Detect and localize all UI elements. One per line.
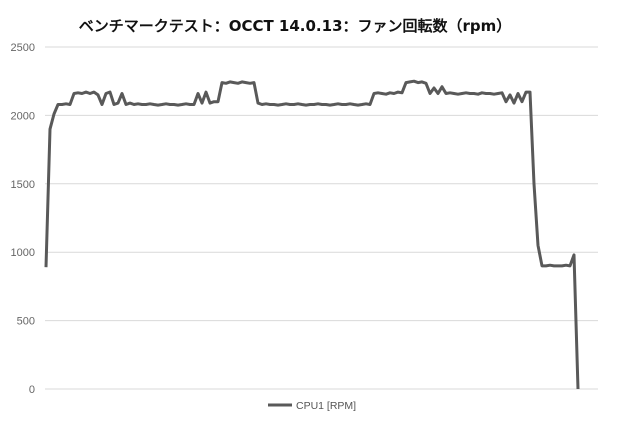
y-tick-label: 2000 (11, 110, 35, 122)
y-tick-label: 1000 (11, 247, 35, 259)
legend: CPU1 [RPM] (268, 400, 356, 412)
y-tick-label: 0 (29, 384, 35, 396)
y-tick-label: 500 (17, 316, 35, 328)
series-line-cpu1 (44, 79, 580, 390)
y-axis-ticks: 0 500 1000 1500 2000 2500 (11, 42, 35, 396)
gridlines (45, 46, 598, 390)
y-tick-label: 2500 (11, 42, 35, 54)
legend-label-cpu1: CPU1 [RPM] (296, 400, 356, 412)
chart-title: ベンチマークテスト：OCCT 14.0.13：ファン回転数（rpm） (79, 17, 512, 35)
y-tick-label: 1500 (11, 179, 35, 191)
